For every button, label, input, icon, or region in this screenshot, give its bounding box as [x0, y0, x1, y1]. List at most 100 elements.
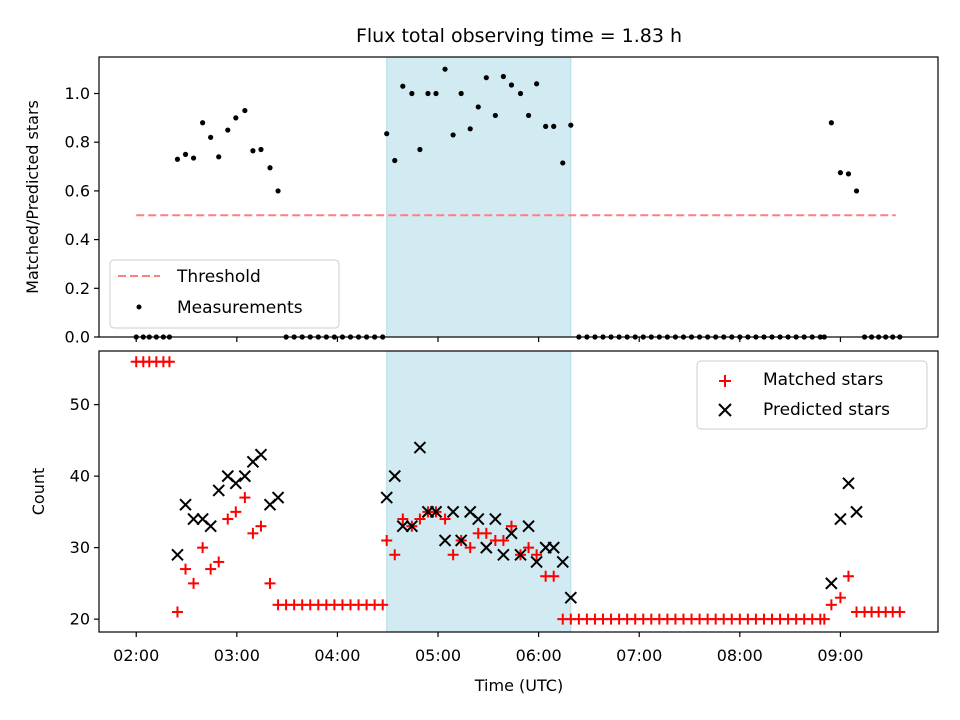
- y-tick-label: 1.0: [65, 84, 90, 103]
- predicted-point: [212, 484, 225, 497]
- measurement-point: [517, 90, 524, 97]
- x-tick-label: 08:00: [717, 646, 763, 665]
- matched-point: [180, 563, 192, 575]
- predicted-point: [505, 527, 518, 540]
- predicted-point: [380, 491, 393, 504]
- measurement-point: [409, 90, 415, 97]
- measurement-point: [225, 127, 231, 133]
- predicted-point: [204, 519, 217, 533]
- matched-point: [825, 599, 837, 611]
- measurement-point: [433, 90, 439, 97]
- matched-point: [239, 492, 251, 504]
- measurement-point: [560, 160, 566, 166]
- predicted-point: [396, 519, 410, 533]
- measurement-point: [384, 131, 390, 137]
- predicted-point: [530, 555, 543, 569]
- x-tick-label: 04:00: [314, 646, 360, 665]
- predicted-point: [564, 591, 578, 604]
- predicted-point: [514, 548, 527, 561]
- x-tick-label: 09:00: [817, 646, 863, 665]
- legend-predicted-swatch: [718, 403, 732, 417]
- measurement-point: [190, 155, 197, 161]
- predicted-point: [825, 577, 838, 590]
- predicted-point: [497, 548, 510, 561]
- matched-point: [414, 513, 426, 525]
- count-series: [130, 356, 906, 625]
- matched-point: [818, 613, 830, 625]
- x-tick-label: 06:00: [516, 646, 562, 665]
- measurement-point: [216, 154, 222, 160]
- x-tick-label: 07:00: [616, 646, 662, 665]
- measurement-point: [483, 75, 489, 81]
- predicted-point: [842, 477, 855, 490]
- measurement-point: [845, 171, 852, 177]
- predicted-point: [472, 512, 485, 526]
- predicted-point: [254, 448, 268, 461]
- measurement-point: [525, 112, 532, 119]
- ratio-y-axis: 0.0 0.2 0.4 0.6 0.8 1.0: [65, 84, 99, 347]
- y-tick-label: 40: [70, 467, 90, 486]
- count-legend-box: [696, 360, 928, 430]
- measurement-point: [543, 123, 549, 129]
- measurement-point: [258, 146, 264, 153]
- measurement-point: [828, 120, 834, 126]
- matched-point: [447, 549, 459, 561]
- matched-point: [439, 513, 451, 525]
- measurement-point: [400, 83, 406, 89]
- y-tick-label: 50: [70, 395, 90, 414]
- predicted-point: [405, 519, 419, 533]
- predicted-point: [522, 519, 535, 533]
- y-tick-label: 30: [70, 538, 90, 557]
- measurement-point: [425, 90, 431, 97]
- measurement-point: [250, 148, 256, 154]
- measurement-point: [837, 170, 844, 176]
- count-legend: Matched stars Predicted stars: [696, 360, 928, 430]
- measurement-point: [551, 123, 557, 129]
- matched-point: [523, 542, 535, 554]
- observing-window-bottom: [386, 350, 572, 633]
- ratio-legend-box: [109, 259, 340, 329]
- matched-point: [205, 563, 217, 575]
- matched-point: [197, 542, 209, 554]
- predicted-point: [238, 469, 252, 483]
- predicted-point: [271, 491, 285, 504]
- measurement-point: [233, 115, 239, 121]
- predicted-point: [834, 512, 847, 526]
- y-tick-label: 20: [70, 610, 90, 629]
- y-tick-label: 0.6: [65, 181, 90, 200]
- predicted-point: [547, 541, 560, 554]
- measurement-point: [450, 132, 456, 138]
- predicted-point: [850, 505, 863, 519]
- measurement-point: [442, 66, 448, 72]
- predicted-point: [556, 555, 569, 569]
- measurement-point: [200, 120, 206, 126]
- count-x-axis: 02:00 03:00 04:00 05:00 06:00 07:00 08:00 09:00: [113, 632, 863, 665]
- matched-point: [222, 513, 234, 525]
- measurement-point: [508, 82, 515, 88]
- measurement-point: [458, 90, 464, 97]
- matched-point: [894, 606, 906, 618]
- y-tick-label: 0.2: [65, 279, 90, 298]
- count-y-axis: 20 30 40 50: [70, 395, 99, 629]
- y-tick-label: 0.4: [65, 230, 90, 249]
- legend-threshold-label: Threshold: [176, 267, 261, 287]
- measurement-point: [242, 107, 248, 114]
- count-y-axis-label: Count: [29, 468, 48, 516]
- matched-point: [188, 577, 200, 589]
- matched-point: [397, 513, 409, 525]
- measurement-point: [568, 122, 574, 128]
- measurement-point: [475, 104, 481, 110]
- predicted-point: [229, 477, 243, 490]
- predicted-point: [413, 441, 427, 454]
- matched-point: [377, 599, 389, 611]
- measurement-point: [174, 156, 181, 162]
- matched-point: [548, 570, 560, 582]
- x-tick-label: 02:00: [113, 646, 159, 665]
- predicted-point: [454, 534, 468, 547]
- predicted-point: [480, 541, 493, 554]
- ratio-x-axis: [135, 337, 842, 342]
- legend-measurements-swatch: [136, 304, 142, 310]
- predicted-point: [489, 512, 502, 526]
